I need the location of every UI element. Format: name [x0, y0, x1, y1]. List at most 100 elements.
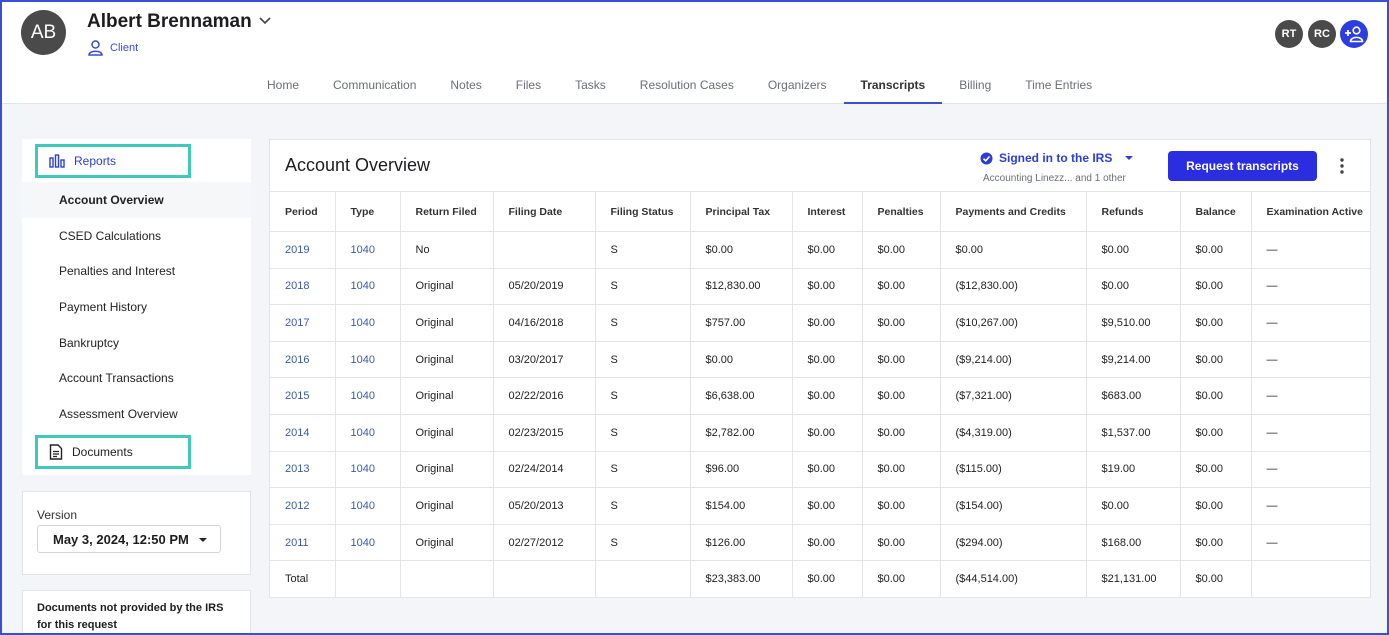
chevron-down-icon[interactable] [258, 16, 272, 26]
column-header-interest[interactable]: Interest [791, 191, 863, 232]
version-label: Version [37, 508, 78, 522]
cell-filing-status: S [594, 450, 691, 489]
column-header-principal-tax[interactable]: Principal Tax [689, 191, 793, 232]
cell-period[interactable]: 2014 [270, 413, 336, 452]
irs-status-dropdown[interactable]: Signed in to the IRS [980, 151, 1134, 165]
sidebar-item-account-transactions[interactable]: Account Transactions [59, 371, 174, 385]
reports-section-button[interactable]: Reports [35, 144, 191, 178]
cell-balance: $0.00 [1179, 487, 1252, 525]
cell-penalties: $0.00 [861, 450, 941, 489]
column-header-penalties[interactable]: Penalties [861, 191, 941, 232]
add-user-button[interactable] [1340, 20, 1368, 48]
cell-penalties: $0.00 [861, 487, 941, 525]
tab-resolution-cases[interactable]: Resolution Cases [639, 78, 734, 92]
caret-down-icon [1125, 156, 1134, 160]
total-penalties: $0.00 [861, 560, 941, 597]
more-options-icon[interactable] [1336, 156, 1348, 176]
cell-type[interactable]: 1040 [334, 487, 401, 525]
tab-time-entries[interactable]: Time Entries [1025, 78, 1093, 92]
cell-period[interactable]: 2011 [270, 523, 336, 562]
table-row: 2015 1040 Original 02/22/2016 S $6,638.00 $0.0… [270, 377, 1370, 415]
documents-section-button[interactable]: Documents [35, 435, 191, 469]
cell-type[interactable]: 1040 [334, 340, 401, 379]
cell-period[interactable]: 2012 [270, 487, 336, 525]
cell-interest: $0.00 [791, 231, 863, 269]
request-transcripts-button[interactable]: Request transcripts [1168, 151, 1317, 181]
client-name[interactable]: Albert Brennaman [87, 11, 252, 32]
sidebar-item-assessment-overview[interactable]: Assessment Overview [59, 407, 178, 421]
tab-home[interactable]: Home [267, 78, 300, 92]
cell-balance: $0.00 [1179, 340, 1252, 379]
cell-payments-credits: ($4,319.00) [939, 413, 1087, 452]
cell-penalties: $0.00 [861, 377, 941, 415]
cell-examination-active: — [1250, 340, 1370, 379]
cell-principal-tax: $126.00 [689, 523, 793, 562]
cell-filing-date: 02/23/2015 [492, 413, 596, 452]
cell-filing-date: 03/20/2017 [492, 340, 596, 379]
irs-accounts-summary: Accounting Linezz... and 1 other [983, 173, 1126, 184]
tab-communication[interactable]: Communication [333, 78, 417, 92]
cell-payments-credits: $0.00 [939, 231, 1087, 269]
column-header-examination-active[interactable]: Examination Active [1250, 191, 1370, 232]
cell-type[interactable]: 1040 [334, 413, 401, 452]
sidebar-item-csed-calculations[interactable]: CSED Calculations [59, 229, 162, 243]
version-panel: Version May 3, 2024, 12:50 PM [22, 491, 251, 575]
tab-tasks[interactable]: Tasks [575, 78, 606, 92]
cell-return-filed: Original [399, 523, 494, 562]
cell-refunds: $168.00 [1085, 523, 1181, 562]
tab-notes[interactable]: Notes [450, 78, 482, 92]
cell-balance: $0.00 [1179, 377, 1252, 415]
column-header-type[interactable]: Type [334, 191, 401, 232]
tab-organizers[interactable]: Organizers [767, 78, 827, 92]
cell-payments-credits: ($294.00) [939, 523, 1087, 562]
cell-type[interactable]: 1040 [334, 450, 401, 489]
cell-payments-credits: ($12,830.00) [939, 267, 1087, 306]
cell-period[interactable]: 2019 [270, 231, 336, 269]
cell-filing-date: 02/27/2012 [492, 523, 596, 562]
team-badge-rt[interactable]: RT [1275, 20, 1303, 48]
column-header-period[interactable]: Period [270, 191, 336, 232]
column-header-filing-date[interactable]: Filing Date [492, 191, 596, 232]
table-row: 2011 1040 Original 02/27/2012 S $126.00 $0.00 $… [270, 523, 1370, 562]
client-avatar: AB [21, 10, 66, 55]
cell-filing-status: S [594, 231, 691, 269]
cell-period[interactable]: 2018 [270, 267, 336, 306]
column-header-filing-status[interactable]: Filing Status [594, 191, 691, 232]
table-row: 2019 1040 No S $0.00 $0.00 $0.00 $0.00 $0.00 $0.0… [270, 231, 1370, 269]
cell-period[interactable]: 2015 [270, 377, 336, 415]
cell-penalties: $0.00 [861, 267, 941, 306]
table-row: 2012 1040 Original 05/20/2013 S $154.00 $0.00 $… [270, 487, 1370, 525]
cell-period[interactable]: 2013 [270, 450, 336, 489]
cell-type[interactable]: 1040 [334, 231, 401, 269]
column-header-return-filed[interactable]: Return Filed [399, 191, 494, 232]
cell-type[interactable]: 1040 [334, 267, 401, 306]
column-header-balance[interactable]: Balance [1179, 191, 1252, 232]
cell-type[interactable]: 1040 [334, 523, 401, 562]
sidebar-item-account-overview[interactable]: Account Overview [22, 182, 251, 218]
cell-examination-active: — [1250, 304, 1370, 342]
sidebar-item-penalties-interest[interactable]: Penalties and Interest [59, 264, 176, 278]
version-select[interactable]: May 3, 2024, 12:50 PM [37, 525, 221, 553]
total-filing-date [492, 560, 596, 597]
cell-penalties: $0.00 [861, 304, 941, 342]
total-period: Total [270, 560, 336, 597]
cell-balance: $0.00 [1179, 413, 1252, 452]
document-icon [49, 444, 63, 460]
tab-billing[interactable]: Billing [959, 78, 992, 92]
cell-filing-status: S [594, 523, 691, 562]
cell-type[interactable]: 1040 [334, 304, 401, 342]
team-badge-rc[interactable]: RC [1308, 20, 1336, 48]
sidebar-item-payment-history[interactable]: Payment History [59, 300, 148, 314]
tab-files[interactable]: Files [515, 78, 542, 92]
client-header: AB Albert Brennaman Client RT RC Home Co… [0, 0, 1389, 104]
cell-type[interactable]: 1040 [334, 377, 401, 415]
tab-transcripts[interactable]: Transcripts [843, 68, 943, 104]
cell-return-filed: Original [399, 304, 494, 342]
sidebar-item-bankruptcy[interactable]: Bankruptcy [59, 336, 120, 350]
cell-principal-tax: $757.00 [689, 304, 793, 342]
column-header-payments-credits[interactable]: Payments and Credits [939, 191, 1087, 232]
cell-period[interactable]: 2016 [270, 340, 336, 379]
cell-refunds: $9,214.00 [1085, 340, 1181, 379]
cell-period[interactable]: 2017 [270, 304, 336, 342]
column-header-refunds[interactable]: Refunds [1085, 191, 1181, 232]
